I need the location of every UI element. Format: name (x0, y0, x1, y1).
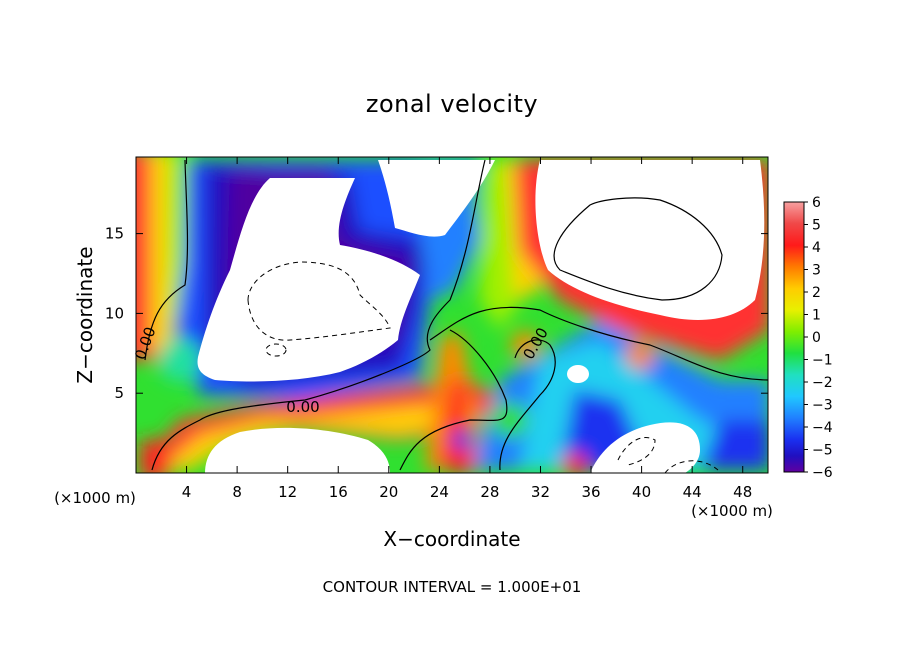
x-tick-label: 20 (379, 483, 398, 501)
x-tick-label: 40 (632, 483, 651, 501)
x-tick-label: 36 (581, 483, 600, 501)
x-tick-label: 44 (683, 483, 702, 501)
x-axis-label: X−coordinate (383, 527, 520, 551)
colorbar-tick-label: 5 (812, 218, 821, 234)
colorbar-tick-label: −2 (812, 375, 833, 391)
x-tick-label: 28 (480, 483, 499, 501)
colorbar: 6 5 4 3 2 1 0 −1 −2 −3 −4 −5 −6 (783, 195, 833, 481)
heatmap-field (136, 157, 768, 473)
colorbar-tick-label: 2 (812, 285, 821, 301)
y-axis-label: Z−coordinate (73, 246, 97, 383)
contour-lines (144, 159, 768, 471)
y-unit-note: (×1000 m) (54, 489, 136, 507)
colorbar-tick-label: 4 (812, 240, 821, 256)
y-tick-label: 5 (114, 384, 124, 402)
y-axis: 5 10 15 (105, 225, 768, 402)
colorbar-tick-label: −3 (812, 398, 833, 414)
colorbar-tick-label: 0 (812, 330, 821, 346)
x-tick-label: 24 (430, 483, 449, 501)
x-tick-label: 12 (278, 483, 297, 501)
colorbar-tick-label: −1 (812, 353, 833, 369)
x-tick-label: 8 (232, 483, 242, 501)
colorbar-ticks: 6 5 4 3 2 1 0 −1 −2 −3 −4 −5 −6 (804, 195, 833, 481)
chart-title: zonal velocity (366, 90, 538, 118)
x-axis: 4 8 12 16 20 24 28 32 36 40 44 48 (182, 157, 752, 501)
colorbar-tick-label: −5 (812, 443, 833, 459)
y-tick-label: 15 (105, 225, 124, 243)
x-tick-label: 16 (329, 483, 348, 501)
x-tick-label: 48 (733, 483, 752, 501)
colorbar-tick-label: 1 (812, 308, 821, 324)
plot-frame (135, 156, 769, 474)
x-tick-label: 4 (182, 483, 192, 501)
colorbar-tick-label: −4 (812, 420, 833, 436)
x-tick-label: 32 (531, 483, 550, 501)
y-tick-label: 10 (105, 304, 124, 322)
dashed-contour-lines (247, 261, 719, 473)
x-unit-note: (×1000 m) (691, 502, 773, 520)
contour-interval-note: CONTOUR INTERVAL = 1.000E+01 (323, 578, 582, 596)
contour-label: 0.00 (286, 398, 319, 416)
colorbar-tick-label: 6 (812, 195, 821, 211)
colorbar-tick-label: −6 (812, 465, 833, 481)
colorbar-tick-label: 3 (812, 263, 821, 279)
